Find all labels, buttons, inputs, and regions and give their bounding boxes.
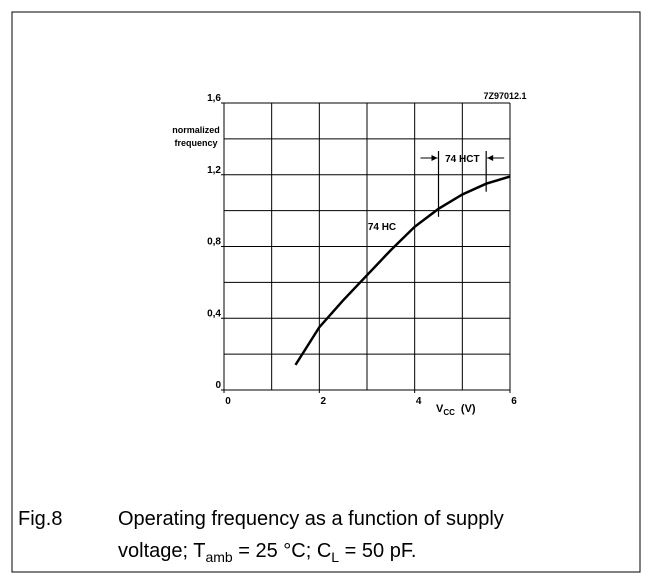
curve xyxy=(294,175,511,366)
y-tick-label: 1,6 xyxy=(207,93,221,104)
y-tick-label: 1,2 xyxy=(207,165,221,176)
y-axis-label: frequency xyxy=(174,138,217,148)
series-label: 74 HC xyxy=(368,222,396,233)
x-axis-label: VCC (V) xyxy=(436,403,476,417)
y-tick-label: 0,8 xyxy=(207,237,221,248)
y-tick-label: 0 xyxy=(215,380,221,391)
caption-number: Fig.8 xyxy=(18,508,63,530)
hct-label: 74 HCT xyxy=(445,154,479,165)
x-tick-label: 4 xyxy=(416,396,422,407)
x-tick-label: 0 xyxy=(225,396,231,407)
x-tick-label: 6 xyxy=(511,396,517,407)
arrow-head xyxy=(431,155,438,161)
caption-line: Operating frequency as a function of sup… xyxy=(118,508,504,530)
y-tick-label: 0,4 xyxy=(207,308,221,319)
x-tick-label: 2 xyxy=(321,396,327,407)
arrow-head xyxy=(487,155,494,161)
caption-line: voltage; Tamb = 25 °C; CL = 50 pF. xyxy=(118,540,417,565)
y-axis-label: normalized xyxy=(172,125,220,135)
figure-code: 7Z97012.1 xyxy=(483,91,526,101)
frame xyxy=(11,11,641,573)
